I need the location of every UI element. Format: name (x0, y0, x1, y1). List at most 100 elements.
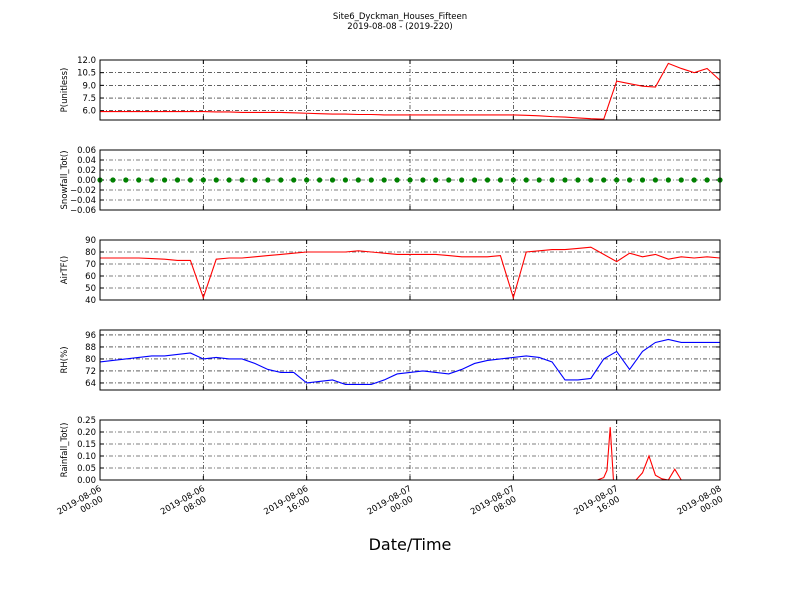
marker (691, 177, 697, 183)
data-line (100, 246, 721, 300)
x-tick-label: 2019-08-0700:00 (366, 484, 419, 526)
y-tick-label: 0.15 (77, 440, 96, 450)
marker (174, 177, 181, 183)
y-tick-label: 0.10 (77, 452, 96, 462)
plot-frame (99, 239, 721, 301)
chart-subtitle: 2019-08-08 - (2019-220) (347, 22, 452, 32)
marker (588, 177, 594, 183)
plot-frame (99, 329, 721, 391)
y-tick-label: 0.04 (77, 156, 96, 166)
marker (562, 177, 568, 183)
marker (639, 177, 646, 183)
y-tick-label: 70 (85, 260, 96, 270)
y-tick-label: 12.0 (77, 56, 96, 66)
plot-frame (99, 149, 721, 211)
y-tick-label: 0.00 (77, 176, 96, 186)
marker (497, 177, 504, 183)
marker (161, 177, 168, 183)
marker (601, 177, 607, 183)
x-tick-label: 2019-08-0800:00 (676, 484, 729, 526)
marker (459, 177, 465, 183)
y-axis-label: AirTF() (60, 256, 70, 284)
plot-frame (99, 59, 721, 121)
x-tick-label: 2019-08-0600:00 (56, 484, 109, 526)
marker (433, 177, 439, 183)
marker (626, 177, 633, 183)
y-axis-label: Rainfall_Tot() (60, 423, 70, 478)
marker (510, 177, 516, 183)
marker (200, 177, 206, 183)
marker (536, 177, 542, 183)
y-tick-label: 40 (85, 296, 96, 306)
y-tick-label: 64 (85, 379, 96, 389)
y-axis-label: P(unitless) (60, 68, 70, 113)
marker (420, 177, 426, 183)
marker (549, 177, 555, 183)
marker (239, 177, 245, 183)
chart-title: Site6_Dyckman_Houses_Fifteen (333, 12, 467, 22)
marker (291, 177, 297, 183)
marker (704, 177, 710, 183)
marker (252, 177, 258, 183)
marker (471, 177, 478, 183)
y-tick-label: 9.0 (82, 81, 96, 91)
data-line (100, 62, 721, 120)
y-tick-label: 10.5 (77, 69, 96, 79)
marker (304, 177, 310, 183)
y-tick-label: 0.02 (77, 166, 96, 176)
marker (136, 177, 142, 183)
x-tick-label: 2019-08-0716:00 (572, 484, 625, 526)
y-tick-label: 90 (85, 236, 96, 246)
y-tick-label: −0.06 (70, 206, 96, 216)
y-axis-label: Snowfall_Tot() (60, 150, 70, 209)
marker (614, 177, 620, 183)
marker (407, 177, 413, 183)
y-tick-label: 6.0 (82, 107, 96, 117)
marker (226, 177, 232, 183)
marker (149, 177, 155, 183)
y-tick-label: 0.20 (77, 428, 96, 438)
y-tick-label: 0.05 (77, 464, 96, 474)
y-axis-label: RH(%) (60, 346, 70, 373)
marker (342, 177, 349, 183)
marker (123, 177, 129, 183)
y-tick-label: 50 (85, 284, 96, 294)
marker (484, 177, 491, 183)
y-tick-label: 0.00 (77, 476, 96, 486)
y-tick-label: 72 (85, 367, 96, 377)
marker (446, 177, 452, 183)
plot-frame (99, 419, 721, 481)
marker (110, 177, 116, 183)
y-tick-label: 80 (85, 355, 96, 365)
marker (381, 177, 387, 183)
y-tick-label: 88 (85, 343, 96, 353)
marker (265, 177, 271, 183)
x-tick-label: 2019-08-0608:00 (159, 484, 212, 526)
marker (523, 177, 529, 183)
y-tick-label: 0.06 (77, 146, 96, 156)
marker (368, 177, 374, 183)
x-tick-label: 2019-08-0616:00 (262, 484, 315, 526)
marker (652, 177, 659, 183)
data-line (100, 427, 720, 481)
marker (316, 177, 323, 183)
marker (187, 177, 194, 183)
y-tick-label: −0.02 (70, 186, 96, 196)
y-tick-label: 96 (85, 331, 96, 341)
marker (678, 177, 684, 183)
y-tick-label: 7.5 (82, 94, 96, 104)
y-tick-label: 0.25 (77, 416, 96, 426)
y-tick-label: 80 (85, 248, 96, 258)
marker (355, 177, 361, 183)
data-line (99, 338, 720, 385)
marker (394, 177, 400, 183)
marker (329, 177, 336, 183)
marker (575, 177, 581, 183)
y-tick-label: 60 (85, 272, 96, 282)
x-tick-label: 2019-08-0708:00 (469, 484, 522, 526)
marker (213, 177, 219, 183)
x-axis-label: Date/Time (369, 535, 452, 554)
y-tick-label: −0.04 (70, 196, 96, 206)
marker (278, 177, 284, 183)
